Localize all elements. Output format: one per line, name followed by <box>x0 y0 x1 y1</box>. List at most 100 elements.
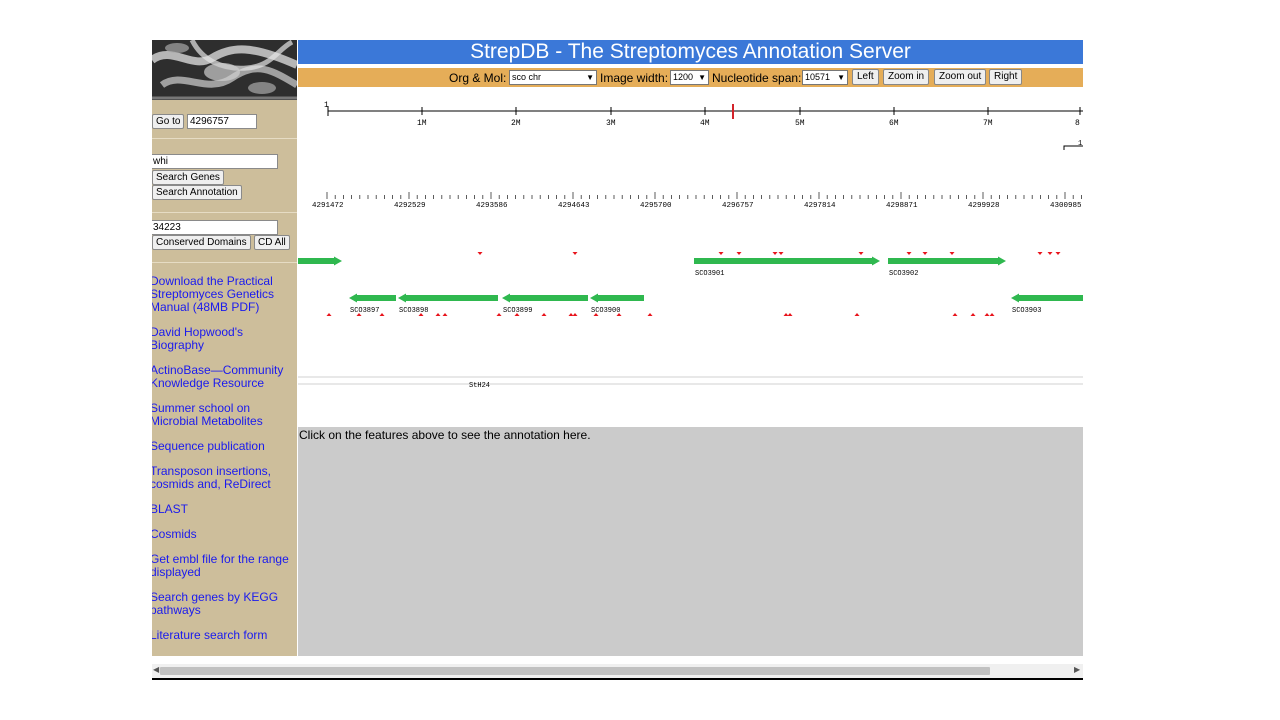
gene-feature[interactable]: SCO3902 <box>888 256 1006 279</box>
overview-tick-label: 5M <box>795 119 805 128</box>
site-marker[interactable] <box>435 313 441 316</box>
site-marker[interactable] <box>984 313 990 316</box>
site-marker[interactable] <box>572 313 578 316</box>
zoom-in-button[interactable]: Zoom in <box>883 69 930 85</box>
site-marker[interactable] <box>1037 252 1043 255</box>
site-marker[interactable] <box>379 313 385 316</box>
link-text: Search genes by KEGG <box>152 590 279 604</box>
scroll-right-arrow-icon[interactable]: ▶ <box>1074 665 1081 674</box>
site-marker[interactable] <box>949 252 955 255</box>
reverse-strand-track: SCO3897 SCO3898 SCO3899 SCO3900 SCO3903 <box>349 293 1083 316</box>
sidebar-link-hopwood-biography[interactable]: David Hopwood's Biography <box>152 326 290 352</box>
sidebar-link-genetics-manual[interactable]: Download the Practical Streptomyces Gene… <box>152 275 290 314</box>
gene-arrow[interactable] <box>398 293 498 303</box>
site-marker[interactable] <box>616 313 622 316</box>
gene-feature[interactable]: SCO3898 <box>398 293 498 316</box>
site-marker[interactable] <box>1047 252 1053 255</box>
site-marker[interactable] <box>778 252 784 255</box>
site-marker[interactable] <box>952 313 958 316</box>
site-marker[interactable] <box>772 252 778 255</box>
link-text: Literature search form <box>152 628 268 642</box>
sidebar-link-summer-school[interactable]: Summer school on Microbial Metabolites <box>152 402 290 428</box>
site-marker[interactable] <box>593 313 599 316</box>
site-marker[interactable] <box>906 252 912 255</box>
scroll-left-arrow-icon[interactable]: ◀ <box>153 665 160 674</box>
site-marker[interactable] <box>514 313 520 316</box>
chevron-down-icon: ▼ <box>586 73 594 82</box>
gene-label: SCO3898 <box>399 307 428 315</box>
detail-tick-label: 4296757 <box>722 202 754 210</box>
gene-search-input[interactable]: whi <box>152 154 278 169</box>
gene-arrow[interactable] <box>502 293 588 303</box>
zoom-out-button[interactable]: Zoom out <box>934 69 987 85</box>
gene-label: SCO3900 <box>591 307 620 315</box>
site-marker[interactable] <box>356 313 362 316</box>
detail-ruler: 4291472 4292529 4293586 4294643 4295700 42967… <box>312 192 1082 210</box>
site-marker[interactable] <box>496 313 502 316</box>
genome-map[interactable]: 1 1M 2M 3M 4M 5M 6M 7M 8 1( 4291472 4292529 42935… <box>298 87 1083 427</box>
site-marker[interactable] <box>787 313 793 316</box>
gene-arrow[interactable] <box>888 256 1006 266</box>
sidebar-link-blast[interactable]: BLAST <box>152 503 290 516</box>
sidebar-link-cosmids[interactable]: Cosmids <box>152 528 290 541</box>
site-marker[interactable] <box>1055 252 1061 255</box>
sidebar-link-sequence-publication[interactable]: Sequence publication <box>152 440 290 453</box>
cd-all-button[interactable]: CD All <box>254 235 290 250</box>
gene-feature[interactable]: SCO3903 <box>1011 293 1083 316</box>
gene-feature[interactable]: SCO3900 <box>590 293 644 316</box>
site-marker[interactable] <box>326 313 332 316</box>
left-button[interactable]: Left <box>852 69 879 85</box>
sidebar-link-kegg[interactable]: Search genes by KEGG pathways <box>152 591 290 617</box>
site-marker[interactable] <box>572 252 578 255</box>
site-marker[interactable] <box>783 313 789 316</box>
site-marker[interactable] <box>922 252 928 255</box>
gene-arrow[interactable] <box>1011 293 1083 303</box>
site-marker[interactable] <box>477 252 483 255</box>
site-marker[interactable] <box>718 252 724 255</box>
forward-strand-track: SCO3901 SCO3902 <box>298 256 1006 279</box>
org-mol-select[interactable]: sco chr ▼ <box>509 70 597 85</box>
site-marker[interactable] <box>854 313 860 316</box>
search-annotation-button[interactable]: Search Annotation <box>152 185 242 200</box>
site-marker[interactable] <box>858 252 864 255</box>
overview-tick-label: 8 <box>1075 119 1080 128</box>
gene-arrow[interactable] <box>590 293 644 303</box>
site-marker[interactable] <box>568 313 574 316</box>
cosmid-track[interactable]: StH24 <box>298 376 1083 390</box>
sidebar-link-actinobase[interactable]: ActinoBase—Community Knowledge Resource <box>152 364 290 390</box>
gene-arrow[interactable] <box>349 293 396 303</box>
link-text: Biography <box>152 338 205 352</box>
conserved-domains-button[interactable]: Conserved Domains <box>152 235 251 250</box>
site-marker[interactable] <box>970 313 976 316</box>
sidebar-link-embl-file[interactable]: Get embl file for the range displayed <box>152 553 290 579</box>
image-width-select[interactable]: 1200 ▼ <box>670 70 709 85</box>
detail-tick-label: 4293586 <box>476 202 508 210</box>
goto-button[interactable]: Go to <box>152 114 185 129</box>
gene-feature[interactable]: SCO3899 <box>502 293 588 316</box>
site-marker[interactable] <box>541 313 547 316</box>
link-text: Sequence publication <box>152 439 265 453</box>
goto-input[interactable]: 4296757 <box>187 114 257 129</box>
horizontal-scrollbar[interactable]: ◀ ▶ <box>152 664 1083 678</box>
site-marker[interactable] <box>442 313 448 316</box>
site-marker[interactable] <box>647 313 653 316</box>
annotation-panel: Click on the features above to see the a… <box>298 427 1083 656</box>
nucleotide-span-select[interactable]: 10571 ▼ <box>802 70 848 85</box>
scrollbar-thumb[interactable] <box>160 667 990 675</box>
gene-feature[interactable] <box>298 256 342 266</box>
site-marker[interactable] <box>989 313 995 316</box>
sidebar-link-transposon[interactable]: Transposon insertions, cosmids and, ReDi… <box>152 465 290 491</box>
site-marker[interactable] <box>736 252 742 255</box>
search-genes-button[interactable]: Search Genes <box>152 170 224 185</box>
gene-arrow[interactable] <box>298 256 342 266</box>
gene-feature[interactable]: SCO3897 <box>349 293 396 316</box>
right-button[interactable]: Right <box>989 69 1023 85</box>
link-text: Streptomyces Genetics <box>152 287 275 301</box>
gene-arrow[interactable] <box>694 256 880 266</box>
gene-feature[interactable]: SCO3901 <box>694 256 880 279</box>
sidebar-link-literature-search[interactable]: Literature search form <box>152 629 290 642</box>
domain-search-input[interactable]: 34223 <box>152 220 278 235</box>
link-text: displayed <box>152 565 201 579</box>
sidebar-divider <box>152 212 297 213</box>
site-marker[interactable] <box>418 313 424 316</box>
